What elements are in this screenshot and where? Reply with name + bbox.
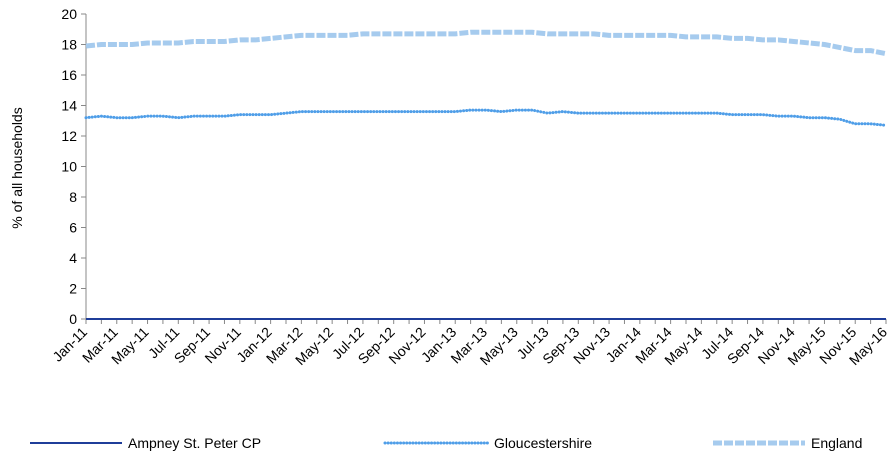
y-axis-title: % of all households (9, 107, 25, 228)
series-layer (84, 29, 888, 320)
legend-label-2: England (811, 435, 862, 451)
legend-label-0: Ampney St. Peter CP (128, 435, 261, 451)
y-tick-label: 4 (69, 250, 77, 266)
y-tick-label: 0 (69, 311, 77, 327)
y-tick-label: 20 (61, 6, 77, 22)
y-tick-label: 12 (61, 128, 77, 144)
y-tick-label: 18 (61, 37, 77, 53)
y-axis-title-group: % of all households (9, 107, 25, 228)
x-axis: Jan-11Mar-11May-11Jul-11Sep-11Nov-11Jan-… (49, 318, 890, 368)
series-line-2 (85, 29, 887, 57)
y-tick-label: 6 (69, 220, 77, 236)
legend-label-1: Gloucestershire (494, 435, 592, 451)
y-tick-label: 14 (61, 98, 77, 114)
series-line-1 (84, 108, 888, 127)
y-tick-label: 16 (61, 67, 77, 83)
legend: Ampney St. Peter CP Gloucestershire Englan… (30, 435, 862, 451)
y-tick-label: 8 (69, 189, 77, 205)
y-tick-label: 10 (61, 159, 77, 175)
y-axis: 0 2 4 6 8 10 12 14 16 18 20 (61, 6, 87, 327)
y-tick-label: 2 (69, 281, 77, 297)
